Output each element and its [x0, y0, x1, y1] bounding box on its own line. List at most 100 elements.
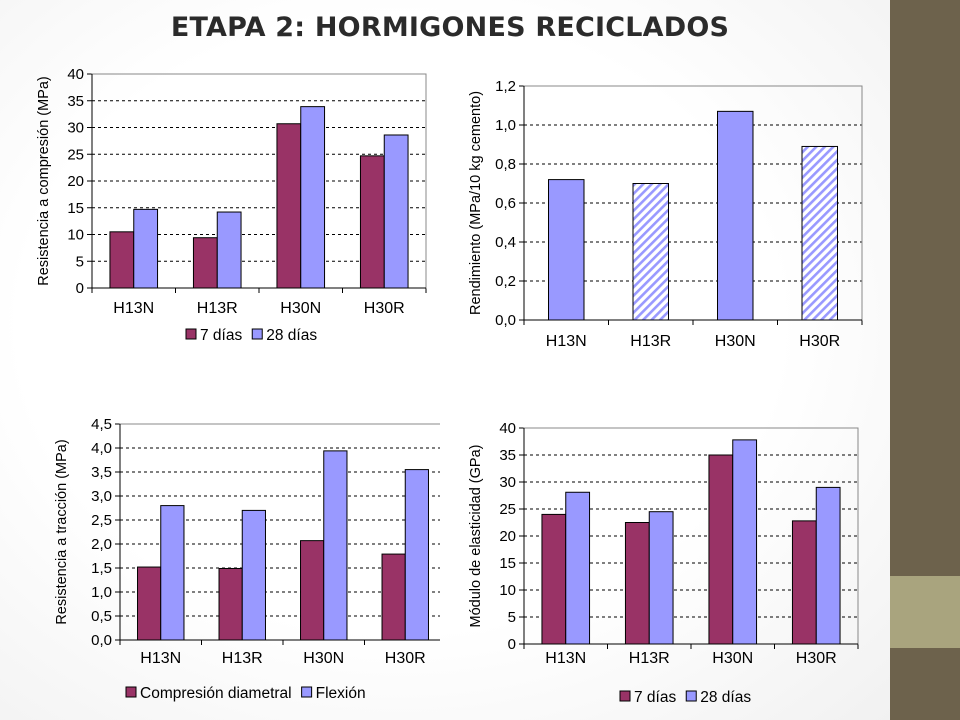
y-tick-label: 20 [499, 528, 516, 545]
y-tick-label: 1,2 [495, 78, 516, 95]
bar-flexión-h13n [160, 505, 185, 641]
bar-flexión-h30n [323, 450, 348, 641]
y-tick-label: 0,6 [495, 195, 516, 212]
bar-compresión-diametral-h30n [300, 540, 325, 641]
y-tick-label: 35 [499, 447, 516, 464]
bar-compresión-diametral-h13n [137, 566, 162, 641]
y-axis-label: Resistencia a tracción (MPa) [54, 439, 70, 624]
y-tick-label: 0,0 [495, 312, 516, 329]
x-tick-label: H13N [113, 300, 154, 317]
x-tick-label: H13R [629, 650, 670, 667]
bar-7-días-h30r [791, 520, 817, 645]
chart-compresion: 0 5 10 15 20 25 30 35 40 H13N H13R H30N H30R Resisten… [36, 66, 427, 344]
legend-label: 28 días [266, 327, 317, 344]
legend-swatch [619, 690, 631, 702]
legend-swatch [251, 328, 263, 340]
bar-28-días-h13r [216, 211, 242, 289]
legend-swatch [301, 686, 313, 698]
bar-series-h13r [632, 183, 669, 321]
y-tick-label: 1,0 [91, 584, 112, 601]
y-tick-label: 40 [67, 66, 84, 83]
y-tick-label: 30 [67, 120, 84, 137]
x-tick-label: H30R [364, 300, 405, 317]
x-tick-label: H30N [712, 650, 753, 667]
x-tick-label: H30N [280, 300, 321, 317]
chart-elasticidad: 0 5 10 15 20 25 30 35 40 H13N H13R H30N H30R Módulo d… [468, 420, 859, 706]
y-tick-label: 40 [499, 420, 516, 437]
y-tick-label: 1,0 [495, 117, 516, 134]
y-tick-label: 35 [67, 93, 84, 110]
x-tick-label: H13N [546, 333, 587, 350]
x-tick-label: H13R [630, 333, 671, 350]
bar-28-días-h13n [565, 491, 591, 645]
legend-swatch [185, 328, 197, 340]
legend-label: Flexión [316, 685, 366, 702]
bar-28-días-h13n [133, 208, 159, 289]
bar-7-días-h30r [359, 155, 385, 289]
y-tick-label: 0,4 [495, 234, 516, 251]
bar-7-días-h13r [624, 522, 650, 645]
x-tick-label: H13N [140, 650, 181, 667]
y-tick-label: 4,5 [91, 416, 112, 433]
x-tick-label: H13N [545, 650, 586, 667]
y-tick-label: 10 [499, 582, 516, 599]
y-tick-label: 0 [76, 280, 84, 297]
y-tick-label: 5 [508, 609, 516, 626]
y-axis-label: Resistencia a compresión (MPa) [36, 76, 52, 286]
x-tick-label: H13R [222, 650, 263, 667]
bar-series-h13n [548, 179, 585, 321]
bar-7-días-h13r [192, 237, 218, 289]
y-tick-label: 20 [67, 173, 84, 190]
legend-label: 7 días [634, 689, 676, 706]
y-axis-label: Módulo de elasticidad (GPa) [468, 445, 484, 628]
y-tick-label: 3,0 [91, 488, 112, 505]
y-tick-label: 2,0 [91, 536, 112, 553]
y-tick-label: 2,5 [91, 512, 112, 529]
bar-compresión-diametral-h13r [218, 567, 243, 641]
y-tick-label: 0,5 [91, 608, 112, 625]
x-tick-label: H30N [715, 333, 756, 350]
bar-compresión-diametral-h30r [381, 553, 406, 641]
y-tick-label: 0,8 [495, 156, 516, 173]
bar-7-días-h13n [109, 231, 135, 289]
y-tick-label: 1,5 [91, 560, 112, 577]
x-tick-label: H30R [385, 650, 426, 667]
side-band-accent [890, 576, 960, 648]
y-tick-label: 3,5 [91, 464, 112, 481]
bar-28-días-h30r [383, 134, 409, 289]
y-tick-label: 15 [67, 200, 84, 217]
x-tick-label: H30N [303, 650, 344, 667]
y-tick-label: 0 [508, 636, 516, 653]
x-tick-label: H13R [197, 300, 238, 317]
chart-traccion: 0,0 0,5 1,0 1,5 2,0 2,5 3,0 3,5 4,0 4,5 H13N H13R H3… [54, 416, 440, 702]
x-tick-label: H30R [796, 650, 837, 667]
legend-label: 28 días [700, 689, 751, 706]
bar-7-días-h13n [541, 513, 567, 645]
legend-label: 7 días [200, 327, 242, 344]
bar-series-h30n [717, 110, 754, 321]
bar-7-días-h30n [708, 454, 734, 645]
chart-rendimiento: 0,0 0,2 0,4 0,6 0,8 1,0 1,2 H13N H13R H30N H30R Ren… [468, 78, 863, 350]
y-axis-label: Rendimiento (MPa/10 kg cemento) [468, 91, 484, 315]
bar-28-días-h13r [648, 511, 674, 645]
y-tick-label: 10 [67, 227, 84, 244]
y-tick-label: 0,0 [91, 632, 112, 649]
bar-flexión-h30r [404, 469, 429, 641]
y-tick-label: 5 [76, 253, 84, 270]
legend-swatch [685, 690, 697, 702]
bar-28-días-h30n [300, 106, 326, 289]
y-tick-label: 25 [67, 146, 84, 163]
bar-flexión-h13r [241, 509, 266, 641]
y-tick-label: 25 [499, 501, 516, 518]
y-tick-label: 0,2 [495, 273, 516, 290]
bar-7-días-h30n [276, 123, 302, 289]
bar-28-días-h30n [732, 439, 758, 645]
legend-label: Compresión diametral [140, 685, 292, 702]
y-tick-label: 4,0 [91, 440, 112, 457]
bar-28-días-h30r [815, 486, 841, 645]
y-tick-label: 15 [499, 555, 516, 572]
bar-series-h30r [801, 145, 838, 321]
x-tick-label: H30R [799, 333, 840, 350]
legend-swatch [125, 686, 137, 698]
slide-title: ETAPA 2: HORMIGONES RECICLADOS [170, 12, 730, 43]
